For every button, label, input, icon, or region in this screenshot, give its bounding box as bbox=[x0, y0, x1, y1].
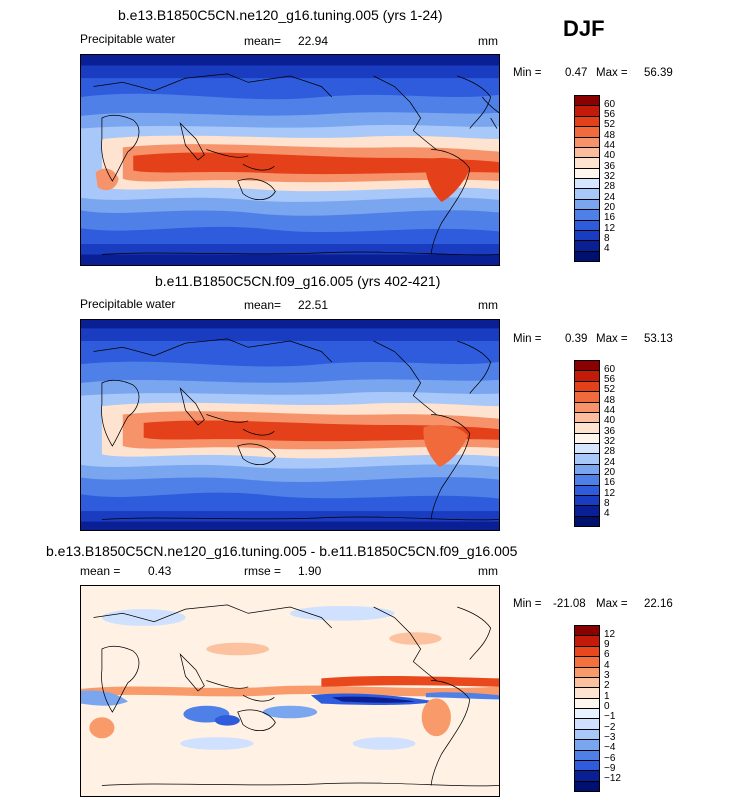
colorbar-tick: 40 bbox=[604, 415, 616, 426]
panel2-colorbar bbox=[574, 360, 600, 527]
panel2-title: b.e11.B1850C5CN.f09_g16.005 (yrs 402-421… bbox=[155, 273, 441, 289]
colorbar-tick: 9 bbox=[604, 639, 610, 650]
colorbar-tick: 20 bbox=[604, 467, 616, 478]
colorbar-tick: −6 bbox=[604, 753, 616, 764]
colorbar-tick: 60 bbox=[604, 364, 616, 375]
colorbar-tick: 2 bbox=[604, 680, 610, 691]
panel2-max-value: 53.13 bbox=[644, 333, 673, 345]
colorbar-tick: −12 bbox=[604, 773, 621, 784]
colorbar-tick: 3 bbox=[604, 670, 610, 681]
panel1-map-svg bbox=[81, 55, 499, 265]
colorbar-tick: −4 bbox=[604, 742, 616, 753]
colorbar-tick: 6 bbox=[604, 649, 610, 660]
colorbar-tick: 32 bbox=[604, 171, 616, 182]
panel3-rmse-label: rmse = bbox=[244, 564, 282, 578]
panel1-max-label: Max = bbox=[596, 67, 628, 79]
colorbar-tick: 60 bbox=[604, 99, 616, 110]
colorbar-tick: 8 bbox=[604, 498, 610, 509]
colorbar-tick: 24 bbox=[604, 192, 616, 203]
panel1-variable-label: Precipitable water bbox=[80, 32, 176, 46]
colorbar-tick: 44 bbox=[604, 140, 616, 151]
colorbar-tick: 40 bbox=[604, 150, 616, 161]
panel1-mean-label: mean= bbox=[244, 34, 282, 48]
panel2-min-label: Min = bbox=[513, 333, 542, 345]
colorbar-tick: 32 bbox=[604, 436, 616, 447]
colorbar-tick: 8 bbox=[604, 233, 610, 244]
colorbar-tick: 12 bbox=[604, 223, 616, 234]
panel1-units: mm bbox=[478, 34, 498, 48]
panel3-units: mm bbox=[478, 564, 498, 578]
colorbar-tick: 0 bbox=[604, 701, 610, 712]
panel3-min-value: -21.08 bbox=[553, 598, 586, 610]
panel3-map bbox=[80, 585, 500, 797]
panel2-units: mm bbox=[478, 298, 498, 312]
colorbar-tick: 56 bbox=[604, 109, 616, 120]
colorbar-tick: 36 bbox=[604, 426, 616, 437]
panel2-map-svg bbox=[81, 320, 499, 530]
panel2-mean-value: 22.51 bbox=[298, 298, 329, 312]
panel1-title: b.e13.B1850C5CN.ne120_g16.tuning.005 (yr… bbox=[118, 7, 443, 23]
panel1-min-label: Min = bbox=[513, 67, 542, 79]
colorbar-tick: −9 bbox=[604, 763, 616, 774]
panel1-max-value: 56.39 bbox=[644, 67, 673, 79]
panel2-mean-label: mean= bbox=[244, 298, 282, 312]
panel1-mean-value: 22.94 bbox=[298, 34, 329, 48]
season-label: DJF bbox=[563, 16, 605, 41]
colorbar-tick: 16 bbox=[604, 477, 616, 488]
colorbar-tick: 12 bbox=[604, 488, 616, 499]
panel3-max-value: 22.16 bbox=[644, 598, 673, 610]
colorbar-tick: 52 bbox=[604, 384, 616, 395]
colorbar-tick: 16 bbox=[604, 212, 616, 223]
colorbar-tick: 4 bbox=[604, 660, 610, 671]
panel3-max-label: Max = bbox=[596, 598, 628, 610]
panel3-map-svg bbox=[81, 586, 499, 796]
panel3-mean-label: mean = bbox=[80, 564, 121, 578]
colorbar-tick: 36 bbox=[604, 161, 616, 172]
colorbar-tick: 24 bbox=[604, 457, 616, 468]
colorbar-tick: 1 bbox=[604, 691, 610, 702]
colorbar-tick: 12 bbox=[604, 629, 616, 640]
colorbar-tick: 52 bbox=[604, 119, 616, 130]
panel3-min-label: Min = bbox=[513, 598, 542, 610]
colorbar-tick: 20 bbox=[604, 202, 616, 213]
colorbar-tick: −2 bbox=[604, 722, 616, 733]
panel1-min-value: 0.47 bbox=[565, 67, 588, 79]
colorbar-tick: 28 bbox=[604, 181, 616, 192]
colorbar-tick: 28 bbox=[604, 446, 616, 457]
colorbar-tick: 44 bbox=[604, 405, 616, 416]
panel1-map bbox=[80, 54, 500, 266]
panel2-min-value: 0.39 bbox=[565, 333, 588, 345]
panel2-variable-label: Precipitable water bbox=[80, 297, 176, 311]
panel3-mean-value: 0.43 bbox=[148, 564, 172, 578]
panel1-colorbar bbox=[574, 95, 600, 262]
panel3-rmse-value: 1.90 bbox=[298, 564, 322, 578]
colorbar-tick: 48 bbox=[604, 130, 616, 141]
colorbar-tick: −1 bbox=[604, 711, 616, 722]
colorbar-tick: 56 bbox=[604, 374, 616, 385]
colorbar-tick: 4 bbox=[604, 508, 610, 519]
colorbar-tick: 48 bbox=[604, 395, 616, 406]
colorbar-tick: −3 bbox=[604, 732, 616, 743]
panel3-title: b.e13.B1850C5CN.ne120_g16.tuning.005 - b… bbox=[46, 543, 518, 559]
panel3-colorbar bbox=[574, 625, 600, 792]
colorbar-tick: 4 bbox=[604, 243, 610, 254]
panel2-max-label: Max = bbox=[596, 333, 628, 345]
panel2-map bbox=[80, 319, 500, 531]
